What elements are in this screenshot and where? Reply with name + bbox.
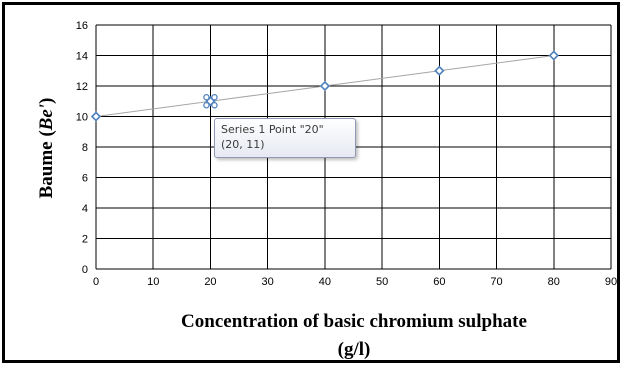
y-tick-labels: 0 2 4 6 8 10 12 14 16 [76,20,88,276]
y-tick-label: 0 [82,264,88,276]
tooltip-coordinates: (20, 11) [221,138,265,151]
x-tick-label: 50 [376,276,388,288]
x-tick-labels: 0 10 20 30 40 50 60 70 80 90 [93,276,617,288]
data-point[interactable] [434,65,445,76]
x-tick-label: 70 [490,276,502,288]
y-tick-label: 14 [76,51,88,63]
x-tick-label: 30 [262,276,274,288]
selection-handle[interactable] [211,102,218,109]
x-axis-title-unit: (g/l) [338,339,371,360]
x-tick-label: 80 [548,276,560,288]
y-tick-label: 16 [76,20,88,32]
x-tick-label: 40 [319,276,331,288]
y-tick-label: 2 [82,234,88,246]
y-axis-title-close: ) [36,98,57,104]
grid [95,24,612,270]
selection-handle[interactable] [203,102,210,109]
y-tick-label: 8 [82,142,88,154]
y-tick-label: 10 [76,112,88,124]
y-tick-label: 4 [82,203,88,215]
tooltip-series-point: Series 1 Point "20" [221,123,324,136]
data-point[interactable] [548,50,559,61]
y-tick-label: 12 [76,81,88,93]
chart-frame [2,2,620,363]
data-point[interactable] [319,80,331,92]
y-axis-title-text: Baume ( [36,130,57,198]
x-tick-label: 0 [93,276,99,288]
y-axis-title: Baume (Be') [36,98,57,199]
x-axis-title: Concentration of basic chromium sulphate [181,311,527,332]
data-point[interactable] [90,111,102,122]
selection-handle[interactable] [211,94,218,101]
y-axis-title-unit: Be' [36,104,57,131]
x-tick-label: 10 [147,276,159,288]
x-tick-label: 90 [605,276,617,288]
selection-handle[interactable] [203,94,210,101]
data-point-tooltip: Series 1 Point "20" (20, 11) [214,118,356,158]
selected-point-marker[interactable] [203,94,218,109]
y-tick-label: 6 [82,173,88,185]
x-tick-label: 20 [204,276,216,288]
x-tick-label: 60 [433,276,445,288]
